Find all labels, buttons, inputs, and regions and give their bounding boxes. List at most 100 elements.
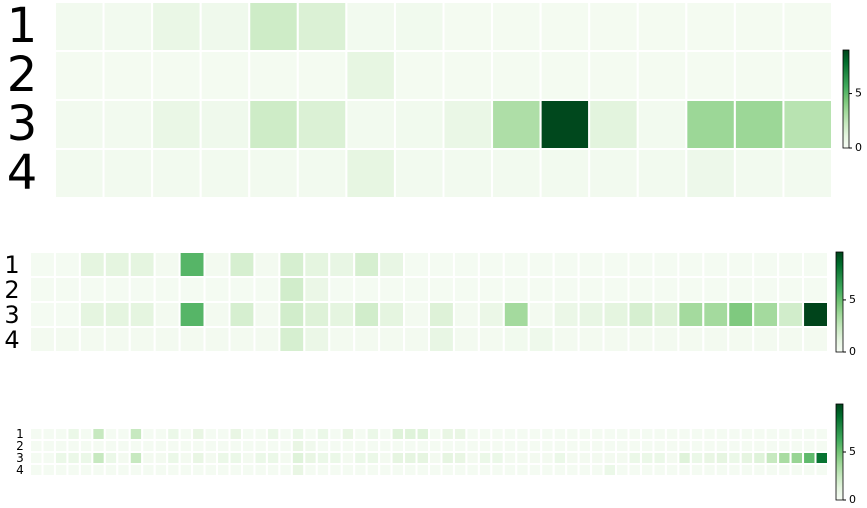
heatmap-cell bbox=[340, 451, 356, 465]
heatmap-cell bbox=[752, 326, 780, 353]
heatmap-cell bbox=[141, 451, 156, 465]
heatmap-cell bbox=[577, 326, 605, 353]
heatmap-cell bbox=[141, 427, 156, 441]
heatmap-cell bbox=[128, 451, 144, 465]
heatmap-cell bbox=[540, 427, 555, 441]
heatmap-cell bbox=[465, 451, 480, 465]
heatmap-cell bbox=[29, 439, 44, 453]
heatmap-cell bbox=[315, 451, 331, 465]
heatmap-cell bbox=[390, 463, 406, 477]
heatmap-cell bbox=[539, 99, 591, 150]
heatmap-cell bbox=[353, 251, 381, 278]
heatmap-cell bbox=[103, 451, 119, 465]
heatmap-cell bbox=[502, 326, 530, 353]
heatmap-cell bbox=[253, 439, 268, 453]
heatmap-cell bbox=[491, 50, 542, 101]
heatmap-cell bbox=[428, 463, 443, 477]
heatmap-cell bbox=[615, 427, 630, 441]
heatmap-cell bbox=[128, 326, 156, 353]
heatmap-cell bbox=[203, 439, 219, 453]
heatmap-cell bbox=[54, 50, 105, 101]
heatmap-cell bbox=[191, 463, 206, 477]
heatmap-cell bbox=[253, 463, 268, 477]
heatmap-cell bbox=[664, 439, 680, 453]
heatmap-cell bbox=[128, 463, 144, 477]
heatmap-cell bbox=[228, 326, 256, 353]
heatmap-cell bbox=[403, 251, 430, 278]
heatmap-cell bbox=[602, 439, 618, 453]
heatmap-cell bbox=[296, 50, 348, 101]
heatmap-cell bbox=[452, 427, 468, 441]
heatmap-cell bbox=[378, 251, 406, 278]
row-label: 2 bbox=[4, 276, 19, 304]
heatmap-cell bbox=[552, 276, 580, 303]
heatmap-cell bbox=[477, 463, 493, 477]
heatmap-cell bbox=[103, 463, 119, 477]
heatmap-cell bbox=[178, 326, 206, 353]
heatmap-cell bbox=[54, 148, 105, 199]
heatmap-cell bbox=[652, 427, 667, 441]
heatmap-cell bbox=[153, 326, 181, 353]
heatmap-cell bbox=[91, 451, 106, 465]
heatmap-cell bbox=[265, 427, 281, 441]
heatmap-cell bbox=[403, 301, 430, 328]
heatmap-cell bbox=[103, 439, 119, 453]
heatmap-cell bbox=[752, 427, 767, 441]
heatmap-cell bbox=[128, 251, 156, 278]
heatmap-cell bbox=[602, 326, 630, 353]
heatmap-cell bbox=[636, 99, 688, 150]
heatmap-cell bbox=[328, 439, 343, 453]
heatmap-cell bbox=[203, 427, 219, 441]
heatmap-cell bbox=[789, 451, 805, 465]
heatmap-cell bbox=[29, 251, 56, 278]
heatmap-cell bbox=[465, 427, 480, 441]
heatmap-cell bbox=[278, 301, 306, 328]
heatmap-cell bbox=[627, 301, 655, 328]
heatmap-cell bbox=[814, 463, 829, 477]
heatmap-cell bbox=[802, 326, 829, 353]
heatmap-cell bbox=[452, 301, 480, 328]
heatmap-cell bbox=[378, 276, 406, 303]
heatmap-cell bbox=[739, 439, 755, 453]
heatmap-cell bbox=[78, 276, 106, 303]
heatmap-cell bbox=[315, 427, 331, 441]
heatmap-cell bbox=[764, 451, 780, 465]
heatmap-cell bbox=[29, 326, 56, 353]
heatmap-cell bbox=[428, 301, 455, 328]
heatmap-cell bbox=[78, 427, 94, 441]
colorbar-tick-label: 0 bbox=[855, 141, 862, 154]
heatmap-cell bbox=[340, 463, 356, 477]
heatmap-cell bbox=[415, 427, 430, 441]
heatmap-cell bbox=[440, 463, 455, 477]
heatmap-cell bbox=[91, 439, 106, 453]
heatmap-cell bbox=[636, 1, 688, 52]
heatmap-cell bbox=[502, 427, 518, 441]
heatmap-cell bbox=[527, 301, 555, 328]
heatmap-cell bbox=[199, 1, 251, 52]
heatmap-cell bbox=[178, 463, 194, 477]
row-label: 1 bbox=[16, 427, 24, 441]
heatmap-cell bbox=[66, 439, 81, 453]
heatmap-cell bbox=[685, 1, 736, 52]
heatmap-cell bbox=[577, 276, 605, 303]
heatmap-cell bbox=[248, 99, 299, 150]
heatmap-cell bbox=[590, 451, 605, 465]
heatmap-cell bbox=[303, 326, 331, 353]
heatmap-cell bbox=[353, 276, 381, 303]
colorbar-tick-label: 5 bbox=[849, 293, 856, 306]
heatmap-cell bbox=[103, 427, 119, 441]
heatmap-cell bbox=[328, 251, 356, 278]
heatmap-cell bbox=[345, 148, 396, 199]
heatmap-cell bbox=[777, 427, 792, 441]
heatmap-cell bbox=[53, 451, 69, 465]
heatmap-cell bbox=[240, 427, 256, 441]
heatmap-cell bbox=[677, 463, 692, 477]
heatmap-cell bbox=[539, 1, 591, 52]
heatmap-cell bbox=[203, 463, 219, 477]
heatmap-cell bbox=[689, 451, 705, 465]
heatmap-cell bbox=[296, 1, 348, 52]
row-label: 1 bbox=[4, 251, 19, 279]
heatmap-cell bbox=[228, 276, 256, 303]
heatmap-cell bbox=[415, 463, 430, 477]
heatmap-cell bbox=[29, 427, 44, 441]
